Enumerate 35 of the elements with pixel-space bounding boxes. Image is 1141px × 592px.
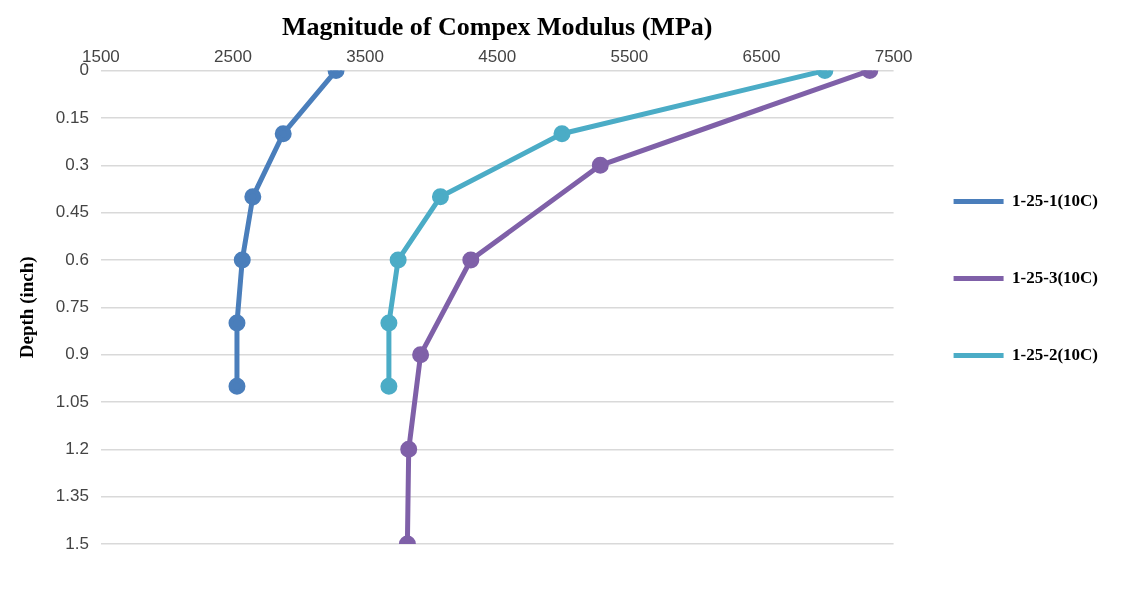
point [244,188,262,206]
legend-label: 1-25-1(10C) [1012,190,1098,210]
x-tick-label: 4500 [478,47,517,67]
point [591,156,609,174]
x-tick-label: 6500 [742,47,781,67]
x-axis-title: Magnitude of Compex Modulus (MPa) [282,12,713,42]
y-tick-label: 0.9 [65,344,89,364]
point [380,377,398,395]
y-tick-label: 1.5 [65,533,89,553]
y-tick-label: 0.75 [55,296,89,316]
point [274,125,292,143]
point [380,314,398,332]
y-tick-label: 1.35 [55,486,89,506]
point [228,314,246,332]
y-tick-label: 0.6 [65,249,89,269]
legend-label: 1-25-2(10C) [1012,344,1098,364]
x-tick-label: 3500 [346,47,385,67]
point [389,251,407,269]
x-tick-label: 7500 [874,47,913,67]
point [228,377,246,395]
point [431,188,449,206]
y-tick-label: 0.3 [65,154,89,174]
y-tick-label: 0.15 [55,107,89,127]
point [233,251,251,269]
y-axis-title: Depth (inch) [16,256,39,359]
point [462,251,480,269]
x-tick-label: 5500 [610,47,649,67]
y-tick-label: 1.2 [65,439,89,459]
point [400,440,418,458]
y-tick-label: 0.45 [55,202,89,222]
x-tick-label: 2500 [214,47,252,67]
legend-label: 1-25-3(10C) [1012,267,1098,287]
point [553,125,571,143]
point [412,346,430,364]
y-tick-label: 1.05 [55,391,89,411]
